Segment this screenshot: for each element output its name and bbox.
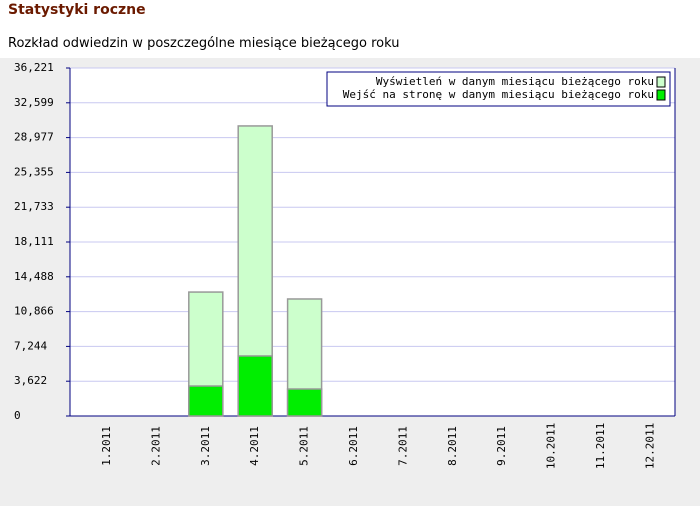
y-tick-label: 28,977 (14, 131, 54, 144)
legend: Wyświetleń w danym miesiącu bieżącego ro… (326, 71, 671, 107)
y-tick-label: 36,221 (14, 61, 54, 74)
legend-swatch (656, 76, 666, 88)
legend-label: Wyświetleń w danym miesiącu bieżącego ro… (376, 75, 654, 88)
y-tick-label: 0 (14, 409, 21, 422)
x-tick-label: 12.2011 (643, 423, 656, 469)
bar (237, 355, 273, 417)
y-tick-label: 3,622 (14, 374, 47, 387)
y-tick-label: 18,111 (14, 235, 54, 248)
bar (188, 385, 224, 417)
legend-box (326, 71, 671, 107)
y-tick-label: 10,866 (14, 305, 54, 318)
page-title: Statystyki roczne (8, 2, 146, 18)
x-tick-label: 2.2011 (149, 426, 162, 466)
y-tick-label: 32,599 (14, 96, 54, 109)
x-tick-label: 9.2011 (495, 426, 508, 466)
x-tick-label: 11.2011 (594, 423, 607, 469)
bar (286, 388, 323, 417)
x-tick-label: 6.2011 (347, 426, 360, 466)
y-tick-label: 25,355 (14, 165, 54, 178)
chart: 0 3,622 7,244 10,866 14,488 18,111 21,733 25,35… (0, 58, 700, 506)
x-tick-label: 10.2011 (545, 423, 558, 469)
x-tick-label: 1.2011 (100, 426, 113, 466)
legend-label: Wejść na stronę w danym miesiącu bieżące… (343, 88, 654, 101)
y-tick-label: 7,244 (14, 339, 47, 352)
y-tick-label: 14,488 (14, 270, 54, 283)
x-tick-label: 3.2011 (199, 426, 212, 466)
x-tick-label: 4.2011 (248, 426, 261, 466)
x-tick-label: 7.2011 (396, 426, 409, 466)
legend-swatch (656, 89, 666, 101)
chart-subtitle: Rozkład odwiedzin w poszczególne miesiąc… (8, 36, 400, 51)
x-tick-label: 8.2011 (446, 426, 459, 466)
x-tick-label: 5.2011 (298, 426, 311, 466)
y-tick-label: 21,733 (14, 200, 54, 213)
